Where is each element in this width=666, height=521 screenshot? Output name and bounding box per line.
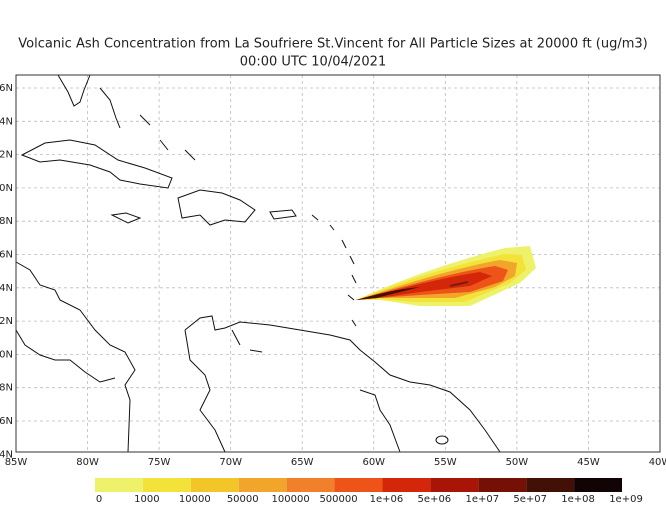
lat-label: 6N	[0, 83, 13, 94]
legend-swatch	[334, 478, 383, 492]
subtitle: 00:00 UTC 10/04/2021	[240, 55, 386, 70]
legend-swatch	[382, 478, 431, 492]
legend-label: 1e+08	[561, 494, 595, 505]
grid	[16, 75, 660, 452]
legend-label: 1e+09	[609, 494, 643, 505]
title: Volcanic Ash Concentration from La Soufr…	[18, 37, 648, 52]
lat-label: 4N	[0, 449, 13, 460]
lon-label: 55W	[434, 457, 457, 468]
legend-label: 100000	[272, 494, 310, 505]
lat-label: 0N	[0, 183, 13, 194]
legend-swatch	[238, 478, 287, 492]
lon-label: 80W	[76, 457, 99, 468]
legend-label: 1000	[134, 494, 159, 505]
legend-label: 1e+07	[465, 494, 499, 505]
legend-label: 50000	[227, 494, 259, 505]
legend-label: 5e+07	[513, 494, 547, 505]
lat-label: 8N	[0, 383, 13, 394]
lon-label: 45W	[577, 457, 600, 468]
lon-label: 40W	[649, 457, 666, 468]
lat-label: 2N	[0, 316, 13, 327]
legend-label: 0	[96, 494, 102, 505]
lat-label: 6N	[0, 416, 13, 427]
lat-label: 0N	[0, 349, 13, 360]
legend-swatch	[430, 478, 479, 492]
lon-label: 85W	[5, 457, 28, 468]
legend-swatch	[95, 478, 143, 492]
lat-label: 8N	[0, 216, 13, 227]
legend-swatch	[526, 478, 575, 492]
lon-label: 75W	[148, 457, 171, 468]
coastlines	[15, 74, 501, 453]
legend-swatch	[286, 478, 335, 492]
lon-label: 60W	[362, 457, 385, 468]
plume	[356, 246, 536, 306]
legend: 0 1000 10000 50000 100000 500000 1e+06 5e+06 1e+…	[95, 478, 643, 505]
lat-label: 6N	[0, 250, 13, 261]
legend-swatch	[190, 478, 239, 492]
legend-swatch	[574, 478, 622, 492]
legend-swatch	[142, 478, 191, 492]
legend-label: 1e+06	[370, 494, 404, 505]
legend-label: 500000	[319, 494, 357, 505]
legend-label: 5e+06	[418, 494, 452, 505]
legend-swatch	[478, 478, 527, 492]
lat-label: 2N	[0, 150, 13, 161]
legend-label: 10000	[179, 494, 211, 505]
map-frame	[15, 74, 661, 453]
lon-label: 50W	[506, 457, 529, 468]
lat-label: 4N	[0, 283, 13, 294]
lon-label: 65W	[291, 457, 314, 468]
lat-label: 4N	[0, 116, 13, 127]
lon-label: 70W	[219, 457, 242, 468]
